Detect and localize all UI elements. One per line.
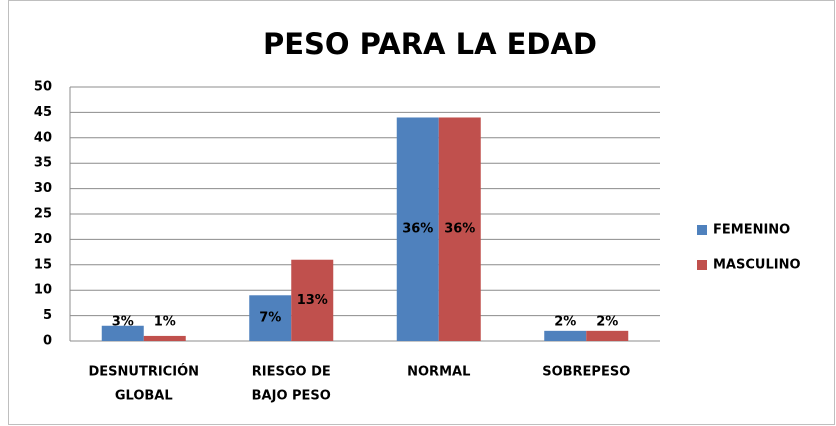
data-label: 2% [596,315,618,330]
y-tick-label: 0 [43,334,52,349]
bar [291,259,334,341]
x-tick-label: NORMAL [407,365,470,380]
y-tick-label: 25 [34,207,52,222]
x-tick-label: GLOBAL [115,389,173,404]
y-tick-label: 40 [34,130,52,145]
data-label: 36% [402,222,433,237]
y-tick-label: 20 [34,232,52,247]
chart-title: PESO PARA LA EDAD [263,27,597,61]
legend-swatch [697,225,707,235]
y-tick-label: 35 [34,156,52,171]
y-tick-label: 5 [43,308,52,323]
x-tick-label: RIESGO DE [252,365,331,380]
bar [396,117,439,341]
bar [586,330,629,341]
y-tick-label: 30 [34,181,52,196]
y-tick-label: 10 [34,283,52,298]
legend-label: FEMENINO [713,223,790,238]
bar [249,295,292,341]
legend-label: MASCULINO [713,258,801,273]
y-tick-label: 45 [34,105,52,120]
bar [143,335,186,341]
y-tick-label: 50 [34,80,52,95]
data-label: 3% [112,315,134,330]
x-tick-label: DESNUTRICIÓN [89,364,200,380]
data-label: 36% [444,222,475,237]
bar [438,117,481,341]
bar [101,325,144,341]
x-tick-label: SOBREPESO [542,365,630,380]
data-label: 7% [259,311,281,326]
data-label: 13% [297,293,328,308]
y-tick-label: 15 [34,257,52,272]
data-label: 1% [154,315,176,330]
bar [544,330,587,341]
x-tick-label: BAJO PESO [252,389,331,404]
data-label: 2% [554,315,576,330]
legend-swatch [697,260,707,270]
